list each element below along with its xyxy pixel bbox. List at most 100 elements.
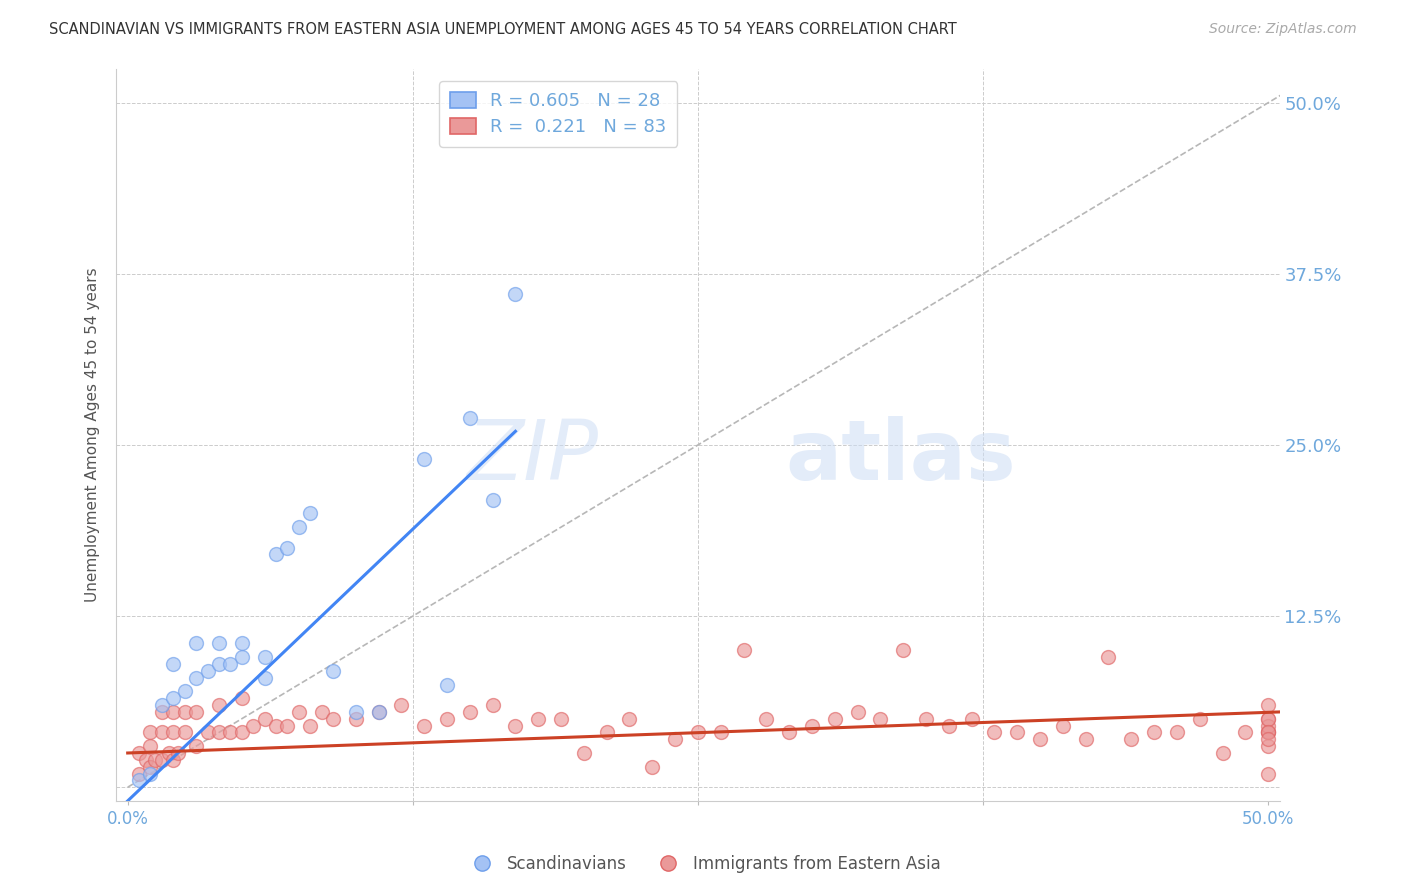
Point bbox=[436, 677, 458, 691]
Point bbox=[869, 712, 891, 726]
Point bbox=[150, 698, 173, 712]
Point bbox=[287, 705, 309, 719]
Text: ZIP: ZIP bbox=[467, 417, 599, 497]
Point bbox=[276, 541, 298, 555]
Point bbox=[367, 705, 389, 719]
Text: Source: ZipAtlas.com: Source: ZipAtlas.com bbox=[1209, 22, 1357, 37]
Point bbox=[1257, 732, 1279, 747]
Point bbox=[150, 753, 173, 767]
Point bbox=[641, 760, 664, 774]
Point bbox=[505, 287, 527, 301]
Point bbox=[219, 657, 242, 671]
Point bbox=[166, 746, 188, 760]
Point bbox=[595, 725, 617, 739]
Point bbox=[253, 650, 276, 665]
Point bbox=[299, 718, 322, 732]
Point bbox=[1257, 725, 1279, 739]
Point bbox=[710, 725, 733, 739]
Point bbox=[184, 705, 207, 719]
Point bbox=[219, 725, 242, 739]
Point bbox=[139, 766, 162, 780]
Point bbox=[173, 725, 195, 739]
Point bbox=[778, 725, 800, 739]
Point bbox=[389, 698, 412, 712]
Point bbox=[481, 698, 503, 712]
Point bbox=[311, 705, 333, 719]
Legend: Scandinavians, Immigrants from Eastern Asia: Scandinavians, Immigrants from Eastern A… bbox=[458, 848, 948, 880]
Point bbox=[162, 657, 184, 671]
Point bbox=[162, 705, 184, 719]
Point bbox=[527, 712, 550, 726]
Point bbox=[824, 712, 846, 726]
Text: atlas: atlas bbox=[785, 417, 1017, 497]
Point bbox=[128, 746, 150, 760]
Point bbox=[1097, 650, 1119, 665]
Point bbox=[128, 766, 150, 780]
Point bbox=[800, 718, 823, 732]
Point bbox=[143, 753, 166, 767]
Point bbox=[1143, 725, 1166, 739]
Point bbox=[287, 520, 309, 534]
Point bbox=[1257, 712, 1279, 726]
Point bbox=[686, 725, 709, 739]
Point bbox=[253, 712, 276, 726]
Point bbox=[322, 712, 344, 726]
Point bbox=[150, 705, 173, 719]
Point bbox=[1007, 725, 1029, 739]
Point bbox=[135, 753, 157, 767]
Point bbox=[162, 691, 184, 706]
Point bbox=[184, 636, 207, 650]
Point bbox=[128, 773, 150, 788]
Point bbox=[208, 725, 231, 739]
Point bbox=[184, 739, 207, 753]
Point bbox=[173, 684, 195, 698]
Point bbox=[1257, 712, 1279, 726]
Point bbox=[231, 650, 253, 665]
Point bbox=[150, 725, 173, 739]
Point bbox=[1029, 732, 1052, 747]
Y-axis label: Unemployment Among Ages 45 to 54 years: Unemployment Among Ages 45 to 54 years bbox=[86, 268, 100, 602]
Point bbox=[1257, 725, 1279, 739]
Legend: R = 0.605   N = 28, R =  0.221   N = 83: R = 0.605 N = 28, R = 0.221 N = 83 bbox=[440, 81, 678, 146]
Point bbox=[1212, 746, 1234, 760]
Point bbox=[231, 691, 253, 706]
Point bbox=[231, 725, 253, 739]
Point bbox=[276, 718, 298, 732]
Point bbox=[184, 671, 207, 685]
Point bbox=[253, 671, 276, 685]
Point bbox=[572, 746, 595, 760]
Point bbox=[344, 712, 367, 726]
Point bbox=[1074, 732, 1097, 747]
Point bbox=[208, 698, 231, 712]
Point bbox=[264, 718, 287, 732]
Point bbox=[299, 507, 322, 521]
Point bbox=[1234, 725, 1257, 739]
Point bbox=[242, 718, 264, 732]
Point bbox=[157, 746, 180, 760]
Point bbox=[891, 643, 914, 657]
Point bbox=[413, 718, 436, 732]
Point bbox=[664, 732, 686, 747]
Point bbox=[1257, 766, 1279, 780]
Point bbox=[139, 739, 162, 753]
Point bbox=[173, 705, 195, 719]
Point bbox=[983, 725, 1005, 739]
Point bbox=[162, 753, 184, 767]
Point bbox=[505, 718, 527, 732]
Point bbox=[1052, 718, 1074, 732]
Text: SCANDINAVIAN VS IMMIGRANTS FROM EASTERN ASIA UNEMPLOYMENT AMONG AGES 45 TO 54 YE: SCANDINAVIAN VS IMMIGRANTS FROM EASTERN … bbox=[49, 22, 957, 37]
Point bbox=[1257, 698, 1279, 712]
Point bbox=[344, 705, 367, 719]
Point bbox=[413, 451, 436, 466]
Point bbox=[915, 712, 938, 726]
Point bbox=[231, 636, 253, 650]
Point bbox=[162, 725, 184, 739]
Point bbox=[197, 725, 219, 739]
Point bbox=[619, 712, 641, 726]
Point bbox=[960, 712, 983, 726]
Point bbox=[208, 636, 231, 650]
Point bbox=[139, 725, 162, 739]
Point bbox=[938, 718, 960, 732]
Point bbox=[264, 548, 287, 562]
Point bbox=[550, 712, 572, 726]
